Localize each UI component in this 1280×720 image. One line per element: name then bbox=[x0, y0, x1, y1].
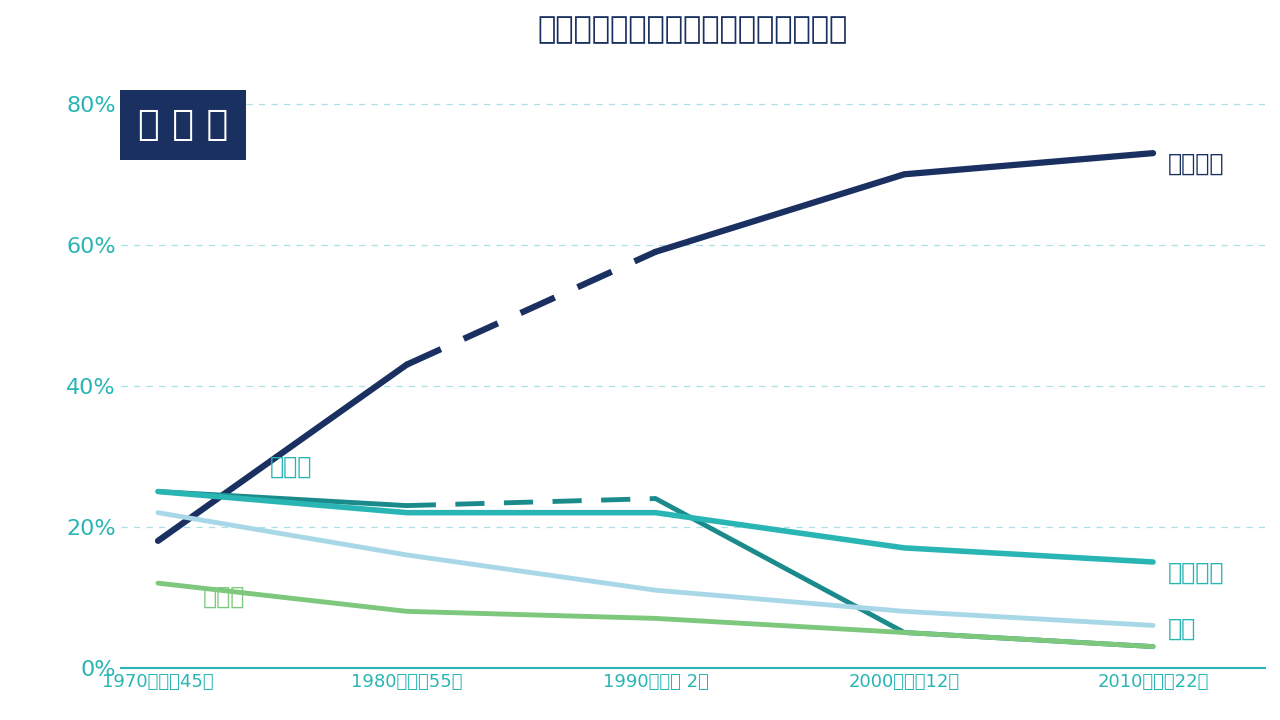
Text: 鳥 取 県: 鳥 取 県 bbox=[138, 108, 228, 142]
Title: 通勤・通学の利用交通手段別人口割合: 通勤・通学の利用交通手段別人口割合 bbox=[538, 15, 847, 44]
Text: 鉄道等: 鉄道等 bbox=[202, 585, 246, 609]
Text: 徒歩: 徒歩 bbox=[1167, 617, 1197, 641]
Text: バス等: バス等 bbox=[270, 455, 312, 479]
Text: 自転車等: 自転車等 bbox=[1167, 561, 1225, 585]
Text: 自家用車: 自家用車 bbox=[1167, 152, 1225, 176]
